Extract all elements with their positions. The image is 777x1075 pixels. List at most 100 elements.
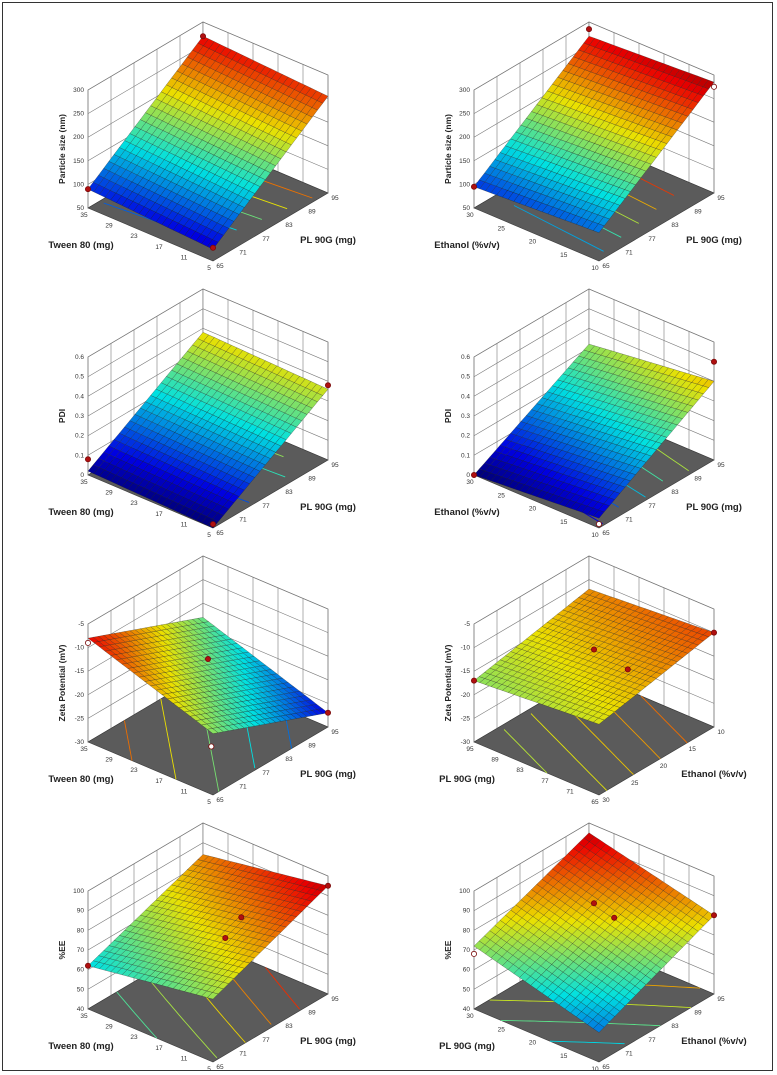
z-tick-label: 0.1	[461, 452, 470, 459]
panel-h: H4050607080901003025201510657177838995PL…	[439, 822, 747, 1073]
z-tick-label: 0.5	[75, 374, 84, 381]
y-tick-label: 25	[631, 780, 639, 787]
y-tick-label: 89	[694, 476, 702, 483]
design-point	[595, 521, 602, 528]
design-point	[324, 709, 331, 716]
x-tick-label: 20	[529, 239, 537, 246]
design-point	[471, 471, 478, 478]
y-tick-label: 77	[262, 236, 270, 243]
z-tick-label: 90	[77, 908, 85, 915]
y-axis-title: PL 90G (mg)	[686, 502, 742, 513]
z-tick-label: 150	[459, 158, 470, 165]
z-tick-label: -10	[75, 645, 85, 652]
x-tick-label: 95	[466, 746, 474, 753]
panel-b: B501001502002503003025201510657177838995…	[434, 21, 742, 272]
design-point	[208, 743, 215, 750]
design-point	[471, 183, 478, 190]
y-tick-label: 89	[694, 1010, 702, 1017]
z-tick-label: 0	[466, 472, 470, 479]
z-tick-label: 80	[77, 927, 85, 934]
x-tick-label: 17	[155, 511, 163, 518]
z-axis-title: PDI	[443, 409, 453, 423]
x-tick-label: 35	[80, 746, 88, 753]
z-tick-label: 150	[73, 158, 84, 165]
y-tick-label: 65	[602, 263, 610, 270]
x-tick-label: 5	[207, 799, 211, 806]
design-point	[324, 882, 331, 889]
x-tick-label: 20	[529, 506, 537, 513]
z-tick-label: 0	[80, 472, 84, 479]
y-axis-title: Ethanol (%v/v)	[681, 1036, 746, 1047]
y-tick-label: 65	[216, 530, 224, 537]
x-tick-label: 25	[498, 1026, 506, 1033]
x-tick-label: 17	[155, 244, 163, 251]
z-axis-title: PDI	[57, 409, 67, 423]
z-axis-title: Zeta Potential (mV)	[57, 644, 67, 721]
z-tick-label: 300	[459, 87, 470, 94]
z-axis-title: Zeta Potential (mV)	[443, 644, 453, 721]
x-tick-label: 83	[516, 767, 524, 774]
x-tick-label: 23	[130, 233, 138, 240]
z-tick-label: -5	[78, 621, 84, 628]
y-tick-label: 95	[331, 729, 339, 736]
y-tick-label: 77	[648, 236, 656, 243]
x-tick-label: 35	[80, 1013, 88, 1020]
y-tick-label: 77	[648, 503, 656, 510]
y-tick-label: 71	[625, 249, 633, 256]
y-tick-label: 95	[331, 462, 339, 469]
y-tick-label: 95	[331, 195, 339, 202]
y-axis-title: PL 90G (mg)	[300, 502, 356, 513]
y-tick-label: 89	[308, 476, 316, 483]
response-surface	[87, 617, 329, 734]
z-tick-label: 0.3	[75, 413, 84, 420]
z-tick-label: 200	[73, 134, 84, 141]
x-tick-label: 29	[105, 490, 113, 497]
y-tick-label: 77	[648, 1037, 656, 1044]
z-axis-title: Particle size (nm)	[443, 114, 453, 184]
x-tick-label: 11	[181, 788, 188, 795]
design-point	[85, 186, 92, 193]
response-surface	[87, 854, 329, 1000]
y-axis-title: PL 90G (mg)	[300, 769, 356, 780]
z-tick-label: 250	[459, 111, 470, 118]
design-point	[209, 521, 216, 528]
design-point	[611, 914, 618, 921]
design-point	[710, 629, 717, 636]
x-tick-label: 5	[207, 265, 211, 272]
response-surface	[473, 832, 715, 1033]
z-tick-label: -10	[461, 645, 471, 652]
y-tick-label: 89	[308, 209, 316, 216]
z-tick-label: 0.1	[75, 452, 84, 459]
x-axis-title: Tween 80 (mg)	[48, 1041, 113, 1052]
z-tick-label: -30	[461, 739, 471, 746]
y-tick-label: 77	[262, 770, 270, 777]
x-tick-label: 23	[130, 500, 138, 507]
design-point	[222, 934, 229, 941]
x-tick-label: 25	[498, 492, 506, 499]
y-tick-label: 89	[308, 1010, 316, 1017]
response-surface	[473, 343, 715, 519]
x-tick-label: 20	[529, 1040, 537, 1047]
x-tick-label: 10	[591, 265, 599, 272]
z-tick-label: 50	[463, 986, 471, 993]
x-tick-label: 35	[80, 479, 88, 486]
panel-a: A501001502002503003529231711565717783899…	[48, 21, 356, 272]
x-tick-label: 25	[498, 225, 506, 232]
y-tick-label: 77	[262, 1037, 270, 1044]
z-tick-label: 60	[463, 967, 471, 974]
z-tick-label: 50	[77, 205, 85, 212]
z-tick-label: 100	[73, 181, 84, 188]
x-tick-label: 5	[207, 532, 211, 539]
z-tick-label: 50	[77, 986, 85, 993]
z-tick-label: 70	[463, 947, 471, 954]
panel-f: F-30-25-20-15-10-59589837771653025201510…	[439, 555, 747, 806]
x-tick-label: 23	[130, 767, 138, 774]
design-point	[209, 244, 216, 251]
design-point	[710, 358, 717, 365]
y-tick-label: 65	[216, 263, 224, 270]
x-tick-label: 15	[560, 252, 568, 259]
x-tick-label: 15	[560, 519, 568, 526]
design-point	[471, 677, 478, 684]
response-surface	[473, 588, 715, 725]
x-tick-label: 10	[591, 1066, 599, 1073]
